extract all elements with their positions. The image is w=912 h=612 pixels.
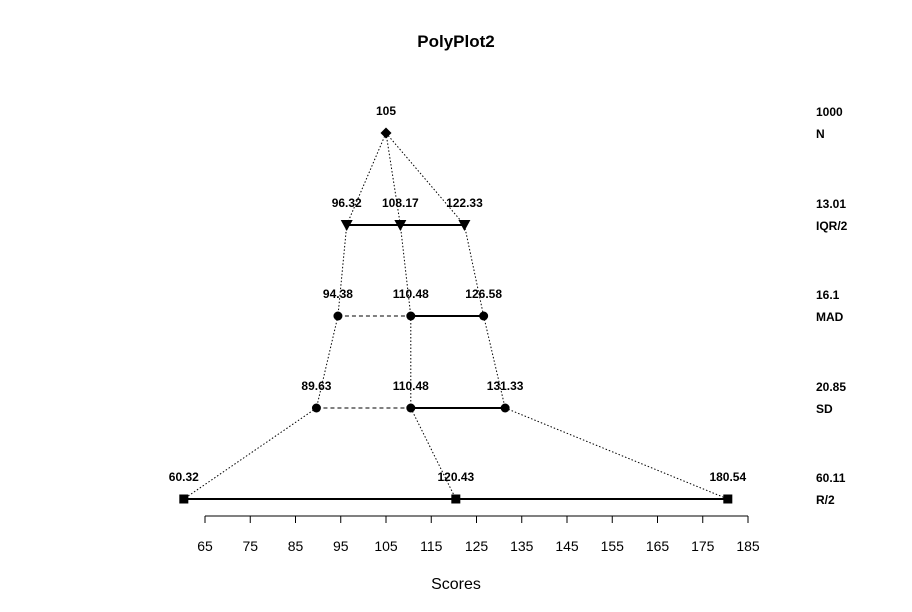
chart-title: PolyPlot2 <box>417 32 494 51</box>
x-tick-label-4: 105 <box>374 538 398 554</box>
point-label-n-0: 105 <box>376 104 396 118</box>
point-label-iqr-2: 122.33 <box>446 196 483 210</box>
point-labels: 105 96.32 108.17 122.33 94.38 110.48 126.58 89.… <box>169 104 747 484</box>
marker-iqr-1 <box>394 220 407 231</box>
stat-value-n: 1000 <box>816 105 843 119</box>
marker-sd-1 <box>406 403 416 413</box>
x-tick-label-0: 65 <box>197 538 213 554</box>
x-tick-label-7: 135 <box>510 538 534 554</box>
connector-lines <box>183 132 729 500</box>
x-tick-label-10: 165 <box>646 538 670 554</box>
stat-value-sd: 20.85 <box>816 380 846 394</box>
connector-line-n-iqr-2 <box>385 132 465 226</box>
stat-label-sd: SD <box>816 402 833 416</box>
marker-mad-1 <box>406 311 416 321</box>
marker-r-2 <box>723 494 733 504</box>
x-tick-label-12: 185 <box>736 538 760 554</box>
stat-label-iqr: IQR/2 <box>816 219 848 233</box>
point-label-iqr-1: 108.17 <box>382 196 419 210</box>
marker-iqr-0 <box>340 220 353 231</box>
marker-sd-2 <box>500 403 510 413</box>
point-label-mad-0: 94.38 <box>323 287 353 301</box>
point-label-sd-1: 110.48 <box>393 379 429 393</box>
x-axis-label: Scores <box>431 576 481 593</box>
connector-line-iqr-mad-0 <box>337 224 348 317</box>
x-tick-label-9: 155 <box>601 538 625 554</box>
marker-sd-0 <box>311 403 321 413</box>
connector-line-iqr-mad-1 <box>399 224 412 317</box>
marker-mad-2 <box>479 311 489 321</box>
point-label-iqr-0: 96.32 <box>332 196 362 210</box>
point-label-mad-2: 126.58 <box>465 287 502 301</box>
connector-line-mad-sd-2 <box>483 315 506 409</box>
point-label-mad-1: 110.48 <box>393 287 429 301</box>
connector-line-n-iqr-0 <box>346 132 387 226</box>
stat-label-mad: MAD <box>816 310 844 324</box>
point-label-r-2: 180.54 <box>709 470 746 484</box>
point-label-sd-0: 89.63 <box>301 379 331 393</box>
point-label-r-1: 120.43 <box>437 470 474 484</box>
markers <box>179 127 733 504</box>
connector-line-iqr-mad-2 <box>463 224 485 317</box>
point-label-r-0: 60.32 <box>169 470 199 484</box>
stat-labels: 1000 N 13.01 IQR/2 16.1 MAD 20.85 SD 60.11 R/2 <box>816 105 848 507</box>
x-tick-label-5: 115 <box>420 538 443 554</box>
x-tick-label-3: 95 <box>333 538 349 554</box>
x-tick-label-1: 75 <box>242 538 258 554</box>
stat-label-n: N <box>816 127 825 141</box>
level-lines <box>183 224 728 500</box>
connector-line-sd-r-0 <box>183 407 317 500</box>
stat-value-iqr: 13.01 <box>816 197 846 211</box>
connector-line-sd-r-2 <box>504 407 729 500</box>
connector-line-n-iqr-1 <box>385 132 401 226</box>
x-tick-label-11: 175 <box>691 538 715 554</box>
stat-value-mad: 16.1 <box>816 288 840 302</box>
point-label-sd-2: 131.33 <box>487 379 524 393</box>
marker-r-1 <box>451 494 461 504</box>
marker-r-0 <box>179 494 189 504</box>
connector-line-mad-sd-0 <box>315 315 339 409</box>
stat-label-r: R/2 <box>816 493 835 507</box>
marker-mad-0 <box>333 311 343 321</box>
marker-iqr-2 <box>458 220 471 231</box>
stat-value-r: 60.11 <box>816 471 846 485</box>
connector-line-sd-r-1 <box>410 407 457 500</box>
x-axis: 65 75 85 95 105 115 125 135 145 155 165 175 185 <box>197 515 760 554</box>
x-tick-label-8: 145 <box>555 538 579 554</box>
marker-n-0 <box>380 127 392 139</box>
x-tick-label-2: 85 <box>288 538 304 554</box>
x-tick-label-6: 125 <box>465 538 489 554</box>
